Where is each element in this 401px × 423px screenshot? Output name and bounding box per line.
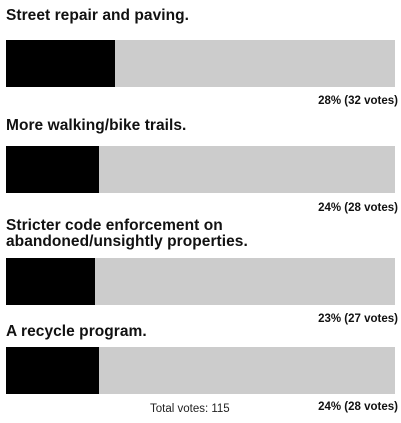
poll-bar-track bbox=[6, 146, 395, 193]
poll-option-result: 24% (28 votes) bbox=[318, 202, 398, 214]
poll-bar-fill bbox=[6, 146, 100, 193]
poll-bar-fill bbox=[6, 347, 100, 394]
poll-bar-fill bbox=[6, 40, 115, 87]
poll-option-result: 24% (28 votes) bbox=[318, 401, 398, 413]
poll-option-label: A recycle program. bbox=[6, 323, 147, 340]
poll-option-label: More walking/bike trails. bbox=[6, 117, 187, 134]
poll-bar-track bbox=[6, 258, 395, 305]
poll-option-result: 28% (32 votes) bbox=[318, 95, 398, 107]
poll-bar-track bbox=[6, 347, 395, 394]
poll-option-label: Street repair and paving. bbox=[6, 7, 189, 24]
poll-bar-fill bbox=[6, 258, 96, 305]
poll-bar-track bbox=[6, 40, 395, 87]
poll-option-result: 23% (27 votes) bbox=[318, 313, 398, 325]
poll-option-label: Stricter code enforcement on abandoned/u… bbox=[6, 217, 248, 250]
total-votes: Total votes: 115 bbox=[150, 403, 230, 415]
